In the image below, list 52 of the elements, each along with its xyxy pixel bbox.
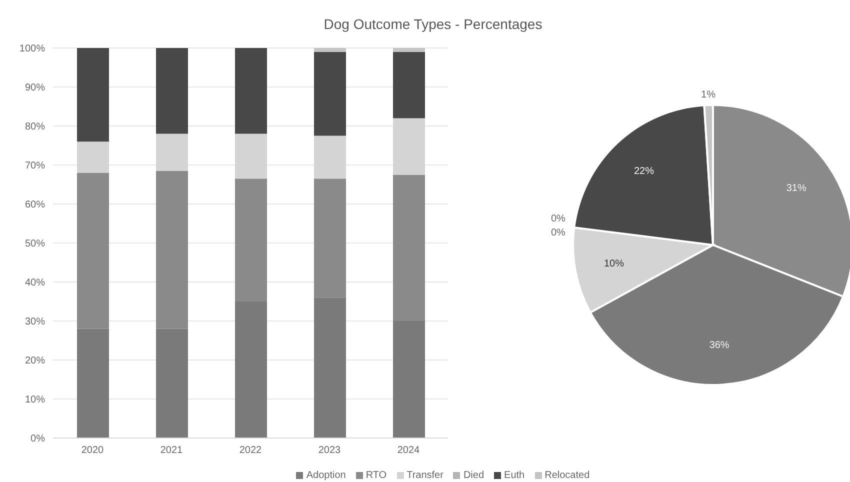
bar	[235, 178, 267, 302]
bar	[314, 298, 346, 438]
bar	[393, 321, 425, 438]
data-label: 36%	[709, 340, 730, 352]
bar	[77, 48, 109, 142]
chart-title: Dog Outcome Types - Percentages	[322, 16, 544, 32]
bar	[393, 174, 425, 321]
legend-label: Relocated	[544, 470, 590, 481]
x-tick-label: 2021	[160, 445, 184, 456]
bar	[235, 48, 267, 134]
bar	[314, 52, 346, 136]
bar	[77, 172, 109, 329]
y-tick-label: 40%	[24, 278, 46, 289]
y-tick-label: 20%	[24, 356, 46, 367]
bar	[314, 48, 346, 52]
y-tick-label: 80%	[24, 122, 46, 133]
bar	[314, 136, 346, 179]
y-tick-label: 10%	[24, 394, 46, 406]
bar	[393, 48, 425, 52]
x-tick-label: 2023	[318, 445, 342, 456]
y-tick-label: 100%	[19, 44, 46, 55]
y-tick-label: 30%	[24, 316, 46, 328]
legend-label: RTO	[364, 470, 387, 481]
bar	[235, 302, 267, 438]
legend-label: Died	[462, 470, 484, 481]
x-tick-label: 2022	[239, 445, 262, 456]
y-tick-label: 60%	[24, 200, 46, 211]
text: 0%	[550, 214, 566, 225]
bar	[235, 134, 267, 179]
y-tick-label: 70%	[24, 160, 46, 172]
data-label: 10%	[604, 258, 624, 270]
bar	[156, 328, 188, 438]
bar	[393, 52, 425, 118]
data-label: 31%	[786, 182, 806, 194]
data-label: 1%	[701, 90, 716, 101]
data-label: 22%	[634, 166, 654, 178]
bar	[156, 48, 188, 134]
legend-label: Adoption	[305, 470, 346, 481]
bar	[156, 170, 188, 329]
x-tick-label: 2020	[81, 445, 104, 456]
bar	[156, 134, 188, 171]
legend-label: Euth	[503, 470, 525, 481]
bar	[77, 328, 109, 438]
y-tick-label: 90%	[24, 82, 46, 94]
text: 0%	[550, 228, 566, 239]
y-tick-label: 0%	[30, 434, 46, 445]
y-tick-label: 50%	[24, 238, 46, 250]
bar	[314, 178, 346, 298]
bar	[77, 142, 109, 173]
bar	[393, 118, 425, 175]
x-tick-label: 2024	[397, 445, 420, 456]
legend-label: Transfer	[406, 470, 444, 481]
